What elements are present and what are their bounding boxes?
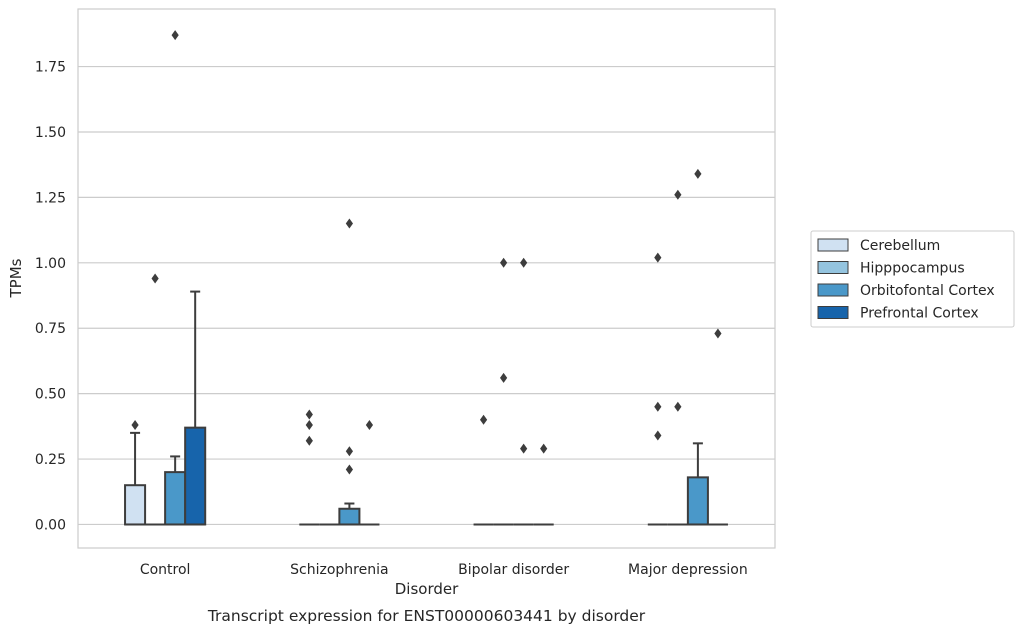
- legend-label: Cerebellum: [860, 238, 940, 254]
- y-tick-label: 1.00: [35, 256, 66, 272]
- outlier-point: [305, 409, 313, 420]
- outlier-point: [654, 401, 662, 412]
- legend-frame: [810, 230, 1015, 328]
- y-tick-label: 1.50: [35, 125, 66, 141]
- x-tick-label: Control: [140, 562, 191, 578]
- box-hipppocampus: [667, 189, 688, 526]
- x-axis-label: Disorder: [395, 580, 459, 598]
- box-prefrontal-cortex: [707, 328, 728, 526]
- x-tick-label: Schizophrenia: [290, 562, 388, 578]
- legend-swatch: [817, 261, 849, 274]
- y-tick-label: 0.00: [35, 517, 66, 533]
- y-tick-label: 0.75: [35, 321, 66, 337]
- y-tick-label: 0.50: [35, 387, 66, 403]
- boxes: [124, 30, 728, 526]
- outlier-point: [305, 435, 313, 446]
- legend-label: Orbitofontal Cortex: [860, 283, 995, 299]
- outlier-point: [479, 414, 488, 425]
- outlier-point: [694, 168, 702, 179]
- box-cerebellum: [647, 252, 668, 526]
- box-orbitofontal-cortex: [338, 218, 361, 526]
- outlier-point: [131, 420, 139, 431]
- legend-swatch: [817, 306, 849, 319]
- x-axis-ticks: Control Schizophrenia Bipolar disorder Majo…: [140, 562, 748, 578]
- plot-area-frame: [77, 8, 776, 549]
- y-tick-label: 1.25: [35, 190, 66, 206]
- box-cerebellum: [299, 409, 320, 526]
- y-axis-ticks: 0.00 0.25 0.50 0.75 1.00 1.25 1.50 1.75: [35, 60, 66, 534]
- box-prefrontal-cortex: [184, 290, 207, 526]
- legend-label: Hipppocampus: [860, 261, 965, 277]
- outlier-point: [654, 430, 662, 441]
- outlier-point: [500, 257, 508, 268]
- box-body: [164, 471, 187, 526]
- outlier-point: [345, 446, 353, 457]
- outlier-point: [654, 252, 662, 263]
- box-orbitofontal-cortex: [513, 257, 534, 526]
- outlier-point: [520, 257, 528, 268]
- legend-label: Prefrontal Cortex: [860, 306, 979, 322]
- outlier-point: [345, 464, 353, 475]
- box-body: [686, 476, 709, 526]
- y-axis-label: TPMs: [7, 258, 25, 298]
- box-body: [338, 507, 361, 526]
- legend-swatch: [817, 238, 849, 252]
- box-cerebellum: [473, 414, 494, 526]
- box-orbitofontal-cortex: [686, 168, 709, 526]
- outlier-point: [714, 328, 722, 339]
- outlier-point: [345, 218, 353, 229]
- outlier-point: [305, 420, 313, 431]
- outlier-point: [365, 420, 374, 431]
- y-tick-label: 1.75: [35, 60, 66, 76]
- box-body: [184, 426, 207, 526]
- box-hipppocampus: [493, 257, 514, 526]
- box-body: [124, 484, 147, 526]
- outlier-point: [674, 189, 682, 200]
- box-prefrontal-cortex: [533, 443, 554, 526]
- box-orbitofontal-cortex: [164, 30, 187, 526]
- box-prefrontal-cortex: [359, 420, 380, 526]
- outlier-point: [500, 372, 508, 383]
- outlier-point: [674, 401, 682, 412]
- x-tick-label: Major depression: [628, 562, 748, 578]
- box-hipppocampus: [145, 273, 166, 526]
- x-tick-label: Bipolar disorder: [458, 562, 569, 578]
- y-tick-label: 0.25: [35, 452, 66, 468]
- outlier-point: [520, 443, 528, 454]
- outlier-point: [151, 273, 159, 284]
- box-cerebellum: [124, 420, 147, 526]
- grid-lines: [78, 65, 775, 526]
- chart-caption: Transcript expression for ENST0000060344…: [207, 607, 646, 625]
- outlier-point: [171, 30, 179, 41]
- legend: Cerebellum Hipppocampus Orbitofontal Corte…: [810, 230, 1015, 328]
- legend-swatch: [817, 283, 849, 297]
- outlier-point: [540, 443, 548, 454]
